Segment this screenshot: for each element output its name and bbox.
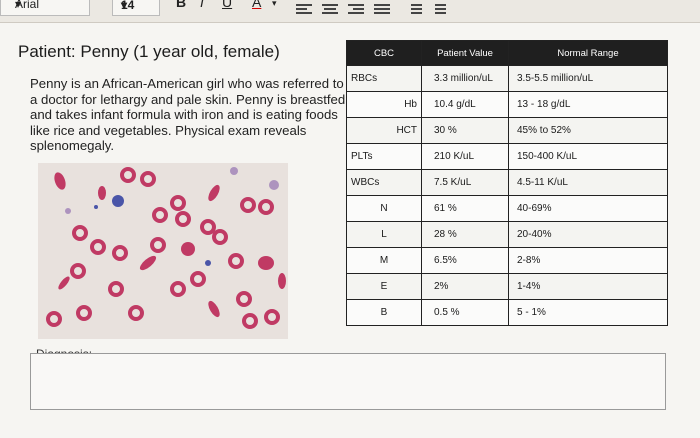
table-cell-value: 7.5 K/uL xyxy=(421,169,509,196)
font-size-value: 14 xyxy=(121,0,135,12)
font-family-value: Arial xyxy=(15,0,40,11)
table-cell-range: 150-400 K/uL xyxy=(508,143,668,170)
table-cell-test: N xyxy=(346,195,422,222)
table-row: N 61 % 40-69% xyxy=(346,195,668,222)
blood-smear-image xyxy=(38,163,288,339)
table-row: E 2% 1-4% xyxy=(346,273,668,300)
table-row: B 0.5 % 5 - 1% xyxy=(346,299,668,326)
italic-button[interactable]: I xyxy=(200,0,204,10)
table-row: HCT 30 % 45% to 52% xyxy=(346,117,668,144)
table-cell-range: 2-8% xyxy=(508,247,668,274)
table-cell-test: RBCs xyxy=(346,65,422,92)
table-cell-test: PLTs xyxy=(346,143,422,170)
table-cell-range: 5 - 1% xyxy=(508,299,668,326)
table-cell-value: 3.3 million/uL xyxy=(421,65,509,92)
table-cell-range: 20-40% xyxy=(508,221,668,248)
numbered-list-icon[interactable] xyxy=(406,2,422,16)
chevron-down-icon[interactable]: ▾ xyxy=(272,0,277,8)
table-cell-range: 13 - 18 g/dL xyxy=(508,91,668,118)
bullet-list-icon[interactable] xyxy=(430,2,446,16)
table-row: PLTs 210 K/uL 150-400 K/uL xyxy=(346,143,668,170)
align-justify-icon[interactable] xyxy=(374,2,390,16)
table-cell-test: M xyxy=(346,247,422,274)
patient-description: Penny is an African-American girl who wa… xyxy=(30,76,346,154)
table-header-row: CBC Patient Value Normal Range xyxy=(346,40,668,66)
table-cell-test: WBCs xyxy=(346,169,422,196)
table-row: Hb 10.4 g/dL 13 - 18 g/dL xyxy=(346,91,668,118)
table-cell-value: 2% xyxy=(421,273,509,300)
table-row: WBCs 7.5 K/uL 4.5-11 K/uL xyxy=(346,169,668,196)
blood-smear-illustration xyxy=(38,163,288,339)
font-family-select[interactable]: Arial ▾ xyxy=(0,0,90,16)
table-row: L 28 % 20-40% xyxy=(346,221,668,248)
chevron-down-icon: ▾ xyxy=(15,0,22,11)
font-size-select[interactable]: 14 ▾ xyxy=(112,0,160,16)
table-cell-test: HCT xyxy=(346,117,422,144)
table-cell-value: 210 K/uL xyxy=(421,143,509,170)
align-left-icon[interactable] xyxy=(296,2,312,16)
table-cell-value: 30 % xyxy=(421,117,509,144)
table-cell-range: 45% to 52% xyxy=(508,117,668,144)
table-row: RBCs 3.3 million/uL 3.5-5.5 million/uL xyxy=(346,65,668,92)
table-cell-range: 3.5-5.5 million/uL xyxy=(508,65,668,92)
table-row: M 6.5% 2-8% xyxy=(346,247,668,274)
table-cell-test: E xyxy=(346,273,422,300)
table-cell-test: Hb xyxy=(346,91,422,118)
cbc-table: CBC Patient Value Normal Range RBCs 3.3 m… xyxy=(346,40,668,326)
table-cell-range: 4.5-11 K/uL xyxy=(508,169,668,196)
font-color-button[interactable]: A xyxy=(252,0,262,10)
formatting-toolbar: Arial ▾ 14 ▾ B I U A ▾ xyxy=(0,0,700,23)
diagnosis-input[interactable] xyxy=(30,353,666,410)
table-cell-value: 10.4 g/dL xyxy=(421,91,509,118)
header-cbc: CBC xyxy=(346,40,422,66)
header-normal-range: Normal Range xyxy=(508,40,668,66)
header-patient-value: Patient Value xyxy=(421,40,509,66)
align-center-icon[interactable] xyxy=(322,2,338,16)
align-right-icon[interactable] xyxy=(348,2,364,16)
table-cell-value: 0.5 % xyxy=(421,299,509,326)
underline-button[interactable]: U xyxy=(222,0,233,10)
patient-title: Patient: Penny (1 year old, female) xyxy=(18,42,280,61)
chevron-down-icon: ▾ xyxy=(121,0,128,12)
table-cell-range: 1-4% xyxy=(508,273,668,300)
table-cell-value: 6.5% xyxy=(421,247,509,274)
bold-button[interactable]: B xyxy=(176,0,187,10)
table-cell-test: B xyxy=(346,299,422,326)
table-cell-value: 28 % xyxy=(421,221,509,248)
table-cell-range: 40-69% xyxy=(508,195,668,222)
table-cell-value: 61 % xyxy=(421,195,509,222)
table-cell-test: L xyxy=(346,221,422,248)
